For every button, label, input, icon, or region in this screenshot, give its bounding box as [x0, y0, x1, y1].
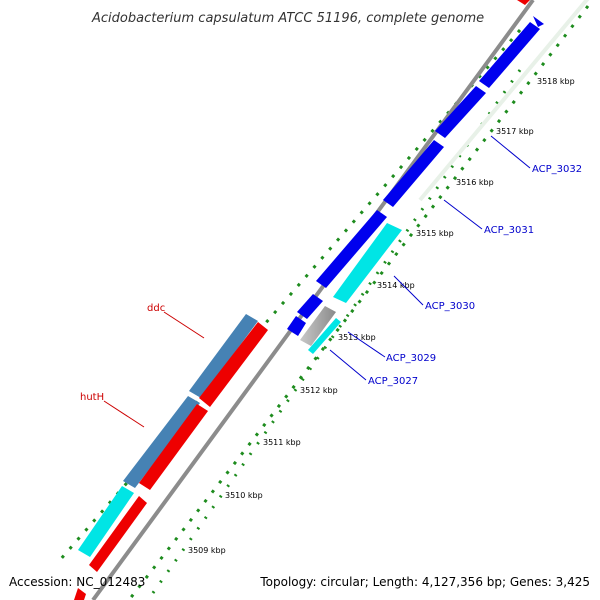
- gene-arrow-red-4[interactable]: [74, 588, 86, 600]
- scale-label: 3511 kbp: [263, 438, 301, 447]
- map-title: Acidobacterium capsulatum ATCC 51196, co…: [91, 11, 484, 26]
- scale-label: 3509 kbp: [188, 546, 226, 555]
- gene-arrow-acp-3033[interactable]: [479, 22, 540, 88]
- connector-acp-3032: [490, 135, 531, 169]
- gene-arrow-red-3[interactable]: [89, 496, 147, 572]
- faint-track: [418, 0, 590, 202]
- scale-label: 3515 kbp: [416, 229, 454, 238]
- gene-arrow-acp-3032[interactable]: [435, 86, 486, 138]
- gene-arrow-red-1[interactable]: [199, 322, 268, 407]
- inner-tick-track: [58, 29, 522, 561]
- gene-arrow-top[interactable]: [533, 16, 544, 27]
- scale-label: 3518 kbp: [537, 77, 575, 86]
- reverse-strand-genes: [74, 0, 530, 600]
- gene-arrow-cyan-lower[interactable]: [78, 486, 134, 557]
- scale-label: 3510 kbp: [225, 491, 263, 500]
- genome-summary: Topology: circular; Length: 4,127,356 bp…: [260, 575, 590, 589]
- gene-label-acp-3027[interactable]: ACP_3027: [368, 376, 418, 387]
- connector-acp-3030: [393, 275, 424, 306]
- connector-ddc: [163, 311, 205, 339]
- gene-arrow-hutH[interactable]: [123, 396, 200, 488]
- scale-label: 3512 kbp: [300, 386, 338, 395]
- connector-acp-3027: [329, 349, 367, 381]
- label-connectors: [103, 135, 531, 428]
- gene-label-acp-3029[interactable]: ACP_3029: [386, 353, 436, 364]
- outer-tick-track: [127, 5, 590, 600]
- gene-arrow-ddc[interactable]: [189, 314, 258, 398]
- gene-label-acp-3031[interactable]: ACP_3031: [484, 225, 534, 236]
- gene-arrow-red-top[interactable]: [517, 0, 530, 5]
- connector-acp-3031: [443, 199, 483, 230]
- scale-label: 3516 kbp: [456, 178, 494, 187]
- gene-arrow-acp-3031[interactable]: [383, 140, 444, 207]
- forward-strand-genes: [287, 16, 544, 354]
- gene-arrow-acp-3030[interactable]: [316, 210, 387, 288]
- accession-label: Accession: NC_012483: [9, 575, 146, 589]
- gene-arrow-cyan[interactable]: [333, 223, 402, 303]
- scale-label: 3514 kbp: [377, 281, 415, 290]
- gene-arrow-small-2[interactable]: [287, 316, 306, 336]
- gene-label-acp-3032[interactable]: ACP_3032: [532, 164, 582, 175]
- gene-labels: ACP_3032 ACP_3031 ACP_3030 ACP_3029 ACP_…: [80, 164, 582, 403]
- gene-label-ddc[interactable]: ddc: [147, 303, 165, 314]
- scale-label: 3517 kbp: [496, 127, 534, 136]
- connector-acp-3029: [347, 331, 386, 358]
- gene-arrow-small-1[interactable]: [297, 294, 323, 319]
- gene-arrow-gray[interactable]: [300, 306, 336, 346]
- gene-arrow-cyan-small[interactable]: [308, 318, 341, 354]
- gene-label-acp-3030[interactable]: ACP_3030: [425, 301, 475, 312]
- connector-hutH: [103, 400, 145, 428]
- gene-arrow-red-2[interactable]: [139, 404, 208, 490]
- gene-label-hutH[interactable]: hutH: [80, 392, 104, 403]
